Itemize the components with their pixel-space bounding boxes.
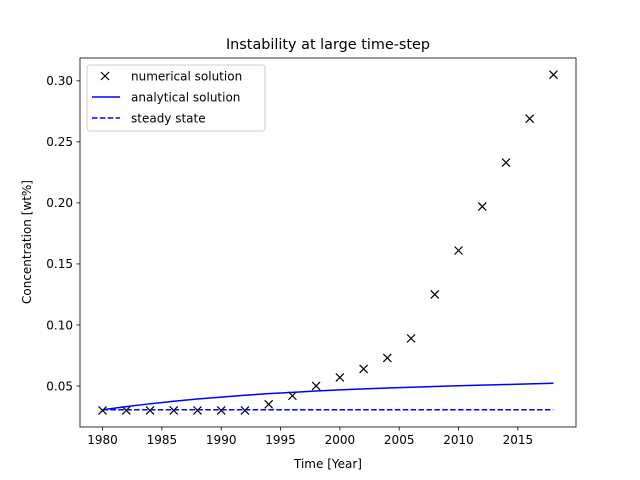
data-point <box>406 333 416 343</box>
x-tick-label: 1985 <box>147 433 178 447</box>
x-tick-label: 2000 <box>325 433 356 447</box>
x-axis-label: Time [Year] <box>293 457 362 471</box>
legend: numerical solution analytical solution ste… <box>86 64 266 132</box>
chart-title: Instability at large time-step <box>226 37 430 53</box>
data-point <box>525 114 535 124</box>
data-point <box>264 399 274 409</box>
legend-box <box>86 64 266 132</box>
data-point <box>98 405 107 415</box>
x-tick-label: 1980 <box>87 433 118 447</box>
y-tick-label: 0.10 <box>46 318 73 332</box>
legend-item-analytical-solution: analytical solution <box>92 90 240 104</box>
plot-series <box>98 70 558 415</box>
y-tick-label: 0.15 <box>46 257 73 271</box>
y-tick-label: 0.05 <box>46 379 73 393</box>
legend-item-steady-state: steady state <box>92 111 206 125</box>
data-point <box>430 290 440 299</box>
data-point <box>382 353 392 363</box>
x-axis-ticks: 1980 1985 1990 1995 2000 2005 2010 2015 <box>87 427 533 447</box>
x-tick-label: 2010 <box>443 433 474 447</box>
y-axis-ticks: 0.05 0.10 0.15 0.20 0.25 0.30 <box>46 74 80 393</box>
y-tick-label: 0.25 <box>46 135 73 149</box>
data-point <box>311 381 321 391</box>
y-tick-label: 0.20 <box>46 196 73 210</box>
legend-marker-x <box>100 71 110 81</box>
legend-item-numerical-solution: numerical solution <box>100 69 242 83</box>
legend-label: analytical solution <box>131 90 240 104</box>
data-point <box>477 202 487 211</box>
analytical-solution-line <box>102 382 554 411</box>
y-axis-label: Concentration [wt%] <box>20 180 34 304</box>
legend-label: steady state <box>131 111 206 125</box>
x-tick-label: 1995 <box>265 433 296 447</box>
data-point <box>549 70 558 80</box>
data-point <box>335 373 345 382</box>
x-tick-label: 2005 <box>384 433 415 447</box>
data-point <box>454 246 463 255</box>
x-tick-label: 1990 <box>206 433 237 447</box>
data-point <box>501 158 511 168</box>
legend-label: numerical solution <box>131 69 242 83</box>
data-point <box>359 364 369 374</box>
axes-frame <box>79 57 577 428</box>
y-tick-label: 0.30 <box>46 74 73 88</box>
x-tick-label: 2015 <box>503 433 534 447</box>
